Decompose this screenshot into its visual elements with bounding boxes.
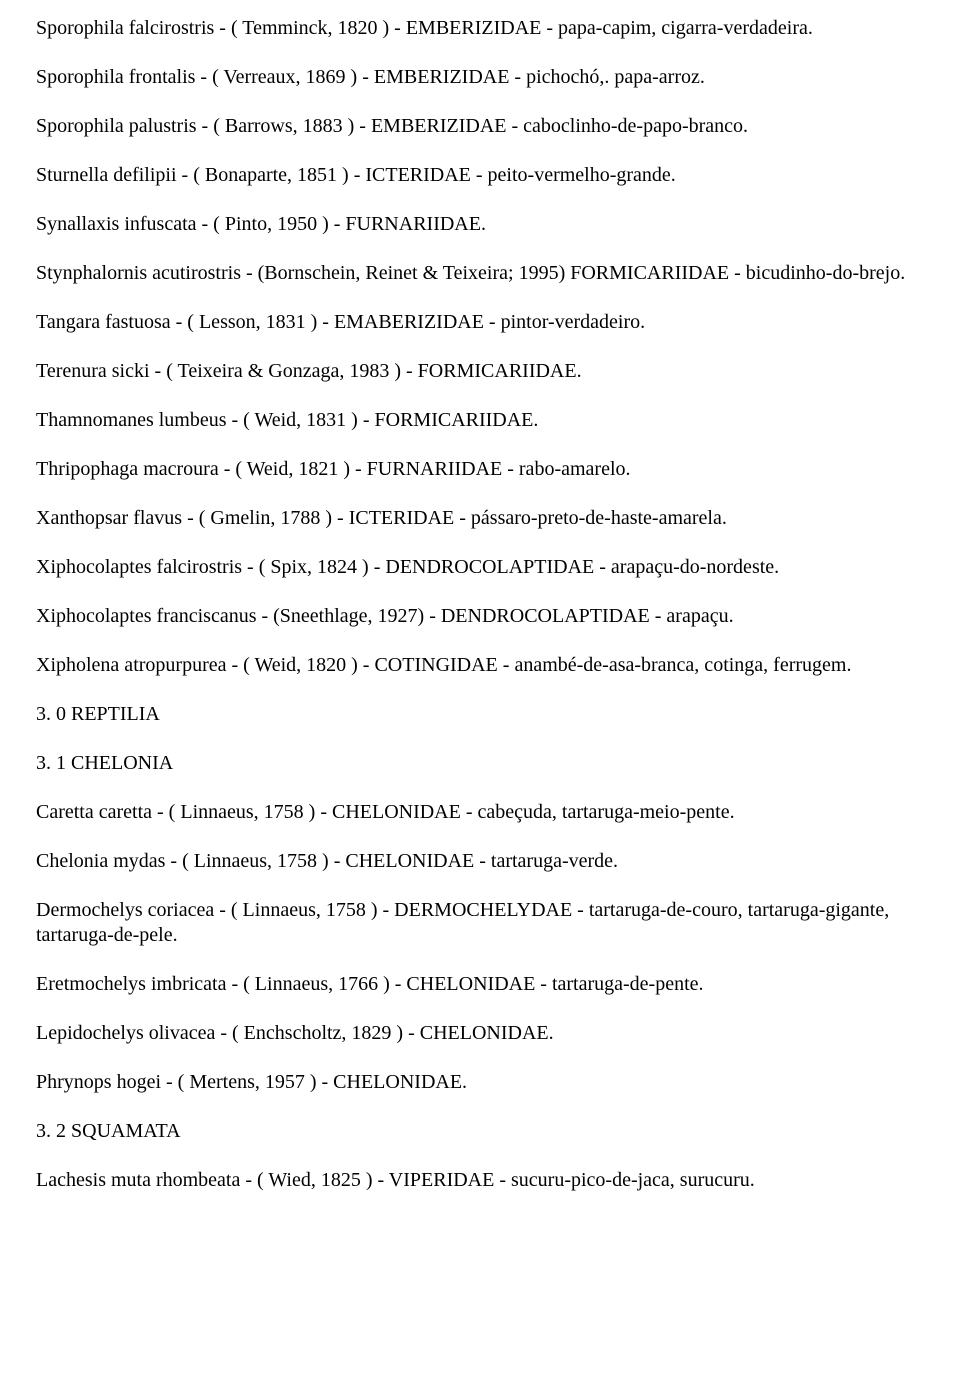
species-entry: Sporophila frontalis - ( Verreaux, 1869 …: [36, 65, 924, 90]
species-entry: Phrynops hogei - ( Mertens, 1957 ) - CHE…: [36, 1070, 924, 1095]
section-heading: 3. 0 REPTILIA: [36, 702, 924, 727]
species-entry: Dermochelys coriacea - ( Linnaeus, 1758 …: [36, 898, 924, 948]
document-page: Sporophila falcirostris - ( Temminck, 18…: [0, 0, 960, 1241]
species-entry: Xanthopsar flavus - ( Gmelin, 1788 ) - I…: [36, 506, 924, 531]
species-entry: Stynphalornis acutirostris - (Bornschein…: [36, 261, 924, 286]
species-entry: Eretmochelys imbricata - ( Linnaeus, 176…: [36, 972, 924, 997]
species-entry: Sporophila falcirostris - ( Temminck, 18…: [36, 16, 924, 41]
section-heading: 3. 2 SQUAMATA: [36, 1119, 924, 1144]
species-entry: Terenura sicki - ( Teixeira & Gonzaga, 1…: [36, 359, 924, 384]
species-entry: Sporophila palustris - ( Barrows, 1883 )…: [36, 114, 924, 139]
species-entry: Tangara fastuosa - ( Lesson, 1831 ) - EM…: [36, 310, 924, 335]
species-entry: Xiphocolaptes franciscanus - (Sneethlage…: [36, 604, 924, 629]
species-entry: Xiphocolaptes falcirostris - ( Spix, 182…: [36, 555, 924, 580]
species-entry: Caretta caretta - ( Linnaeus, 1758 ) - C…: [36, 800, 924, 825]
section-heading: 3. 1 CHELONIA: [36, 751, 924, 776]
species-entry: Thamnomanes lumbeus - ( Weid, 1831 ) - F…: [36, 408, 924, 433]
species-entry: Lepidochelys olivacea - ( Enchscholtz, 1…: [36, 1021, 924, 1046]
species-entry: Lachesis muta rhombeata - ( Wied, 1825 )…: [36, 1168, 924, 1193]
species-entry: Synallaxis infuscata - ( Pinto, 1950 ) -…: [36, 212, 924, 237]
species-entry: Chelonia mydas - ( Linnaeus, 1758 ) - CH…: [36, 849, 924, 874]
species-entry: Thripophaga macroura - ( Weid, 1821 ) - …: [36, 457, 924, 482]
species-entry: Sturnella defilipii - ( Bonaparte, 1851 …: [36, 163, 924, 188]
species-entry: Xipholena atropurpurea - ( Weid, 1820 ) …: [36, 653, 924, 678]
